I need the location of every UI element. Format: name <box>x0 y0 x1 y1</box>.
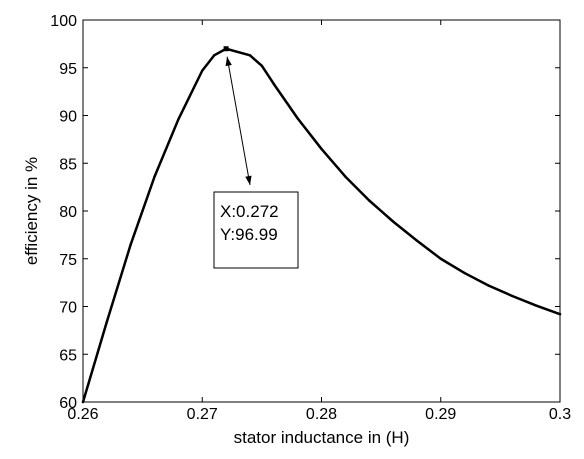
data-point <box>558 312 562 316</box>
data-point <box>344 175 347 178</box>
plot-frame <box>82 19 561 403</box>
datatip-marker <box>223 46 229 52</box>
datatip-arrow-line <box>226 56 251 186</box>
data-point <box>212 54 216 57</box>
y-axis-label: efficiency in % <box>22 157 41 265</box>
data-point <box>129 243 132 246</box>
x-tick-label: 0.28 <box>306 406 337 423</box>
x-tick-label: 0.27 <box>187 406 218 423</box>
y-tick-label: 60 <box>59 395 77 412</box>
data-point <box>415 239 419 242</box>
data-point <box>272 82 275 86</box>
data-point <box>320 147 323 151</box>
data-point <box>153 175 156 178</box>
data-point <box>260 64 264 68</box>
x-tick-label: 0.26 <box>67 406 98 423</box>
y-tick-label: 100 <box>50 13 77 30</box>
datatip-arrowhead-end <box>245 175 252 185</box>
y-tick-label: 85 <box>59 156 77 173</box>
data-point <box>248 54 252 57</box>
y-tick-label: 90 <box>59 109 77 126</box>
x-tick-label: 0.3 <box>549 406 571 423</box>
x-axis-label: stator inductance in (H) <box>234 428 410 447</box>
datatip-x-value: X:0.272 <box>220 202 279 221</box>
data-point <box>296 117 299 120</box>
data-point <box>463 271 466 275</box>
data-point <box>487 284 490 287</box>
datatip-y-value: Y:96.99 <box>220 225 278 244</box>
data-point <box>511 294 514 298</box>
data-point <box>534 304 538 307</box>
data-point <box>201 69 204 72</box>
x-tick-label: 0.29 <box>425 406 456 423</box>
datatip-arrowhead-start <box>225 56 232 67</box>
y-tick-label: 95 <box>59 61 77 78</box>
y-tick-label: 80 <box>59 204 77 221</box>
y-tick-label: 70 <box>59 300 77 317</box>
datatip-box <box>213 191 299 269</box>
data-point <box>177 118 180 121</box>
data-point <box>81 400 85 404</box>
data-point <box>391 220 395 223</box>
data-point <box>105 320 109 323</box>
y-tick-label: 65 <box>59 347 77 364</box>
data-point <box>368 199 371 202</box>
data-point <box>439 257 442 260</box>
series-line <box>81 47 562 404</box>
y-tick-label: 75 <box>59 252 77 269</box>
